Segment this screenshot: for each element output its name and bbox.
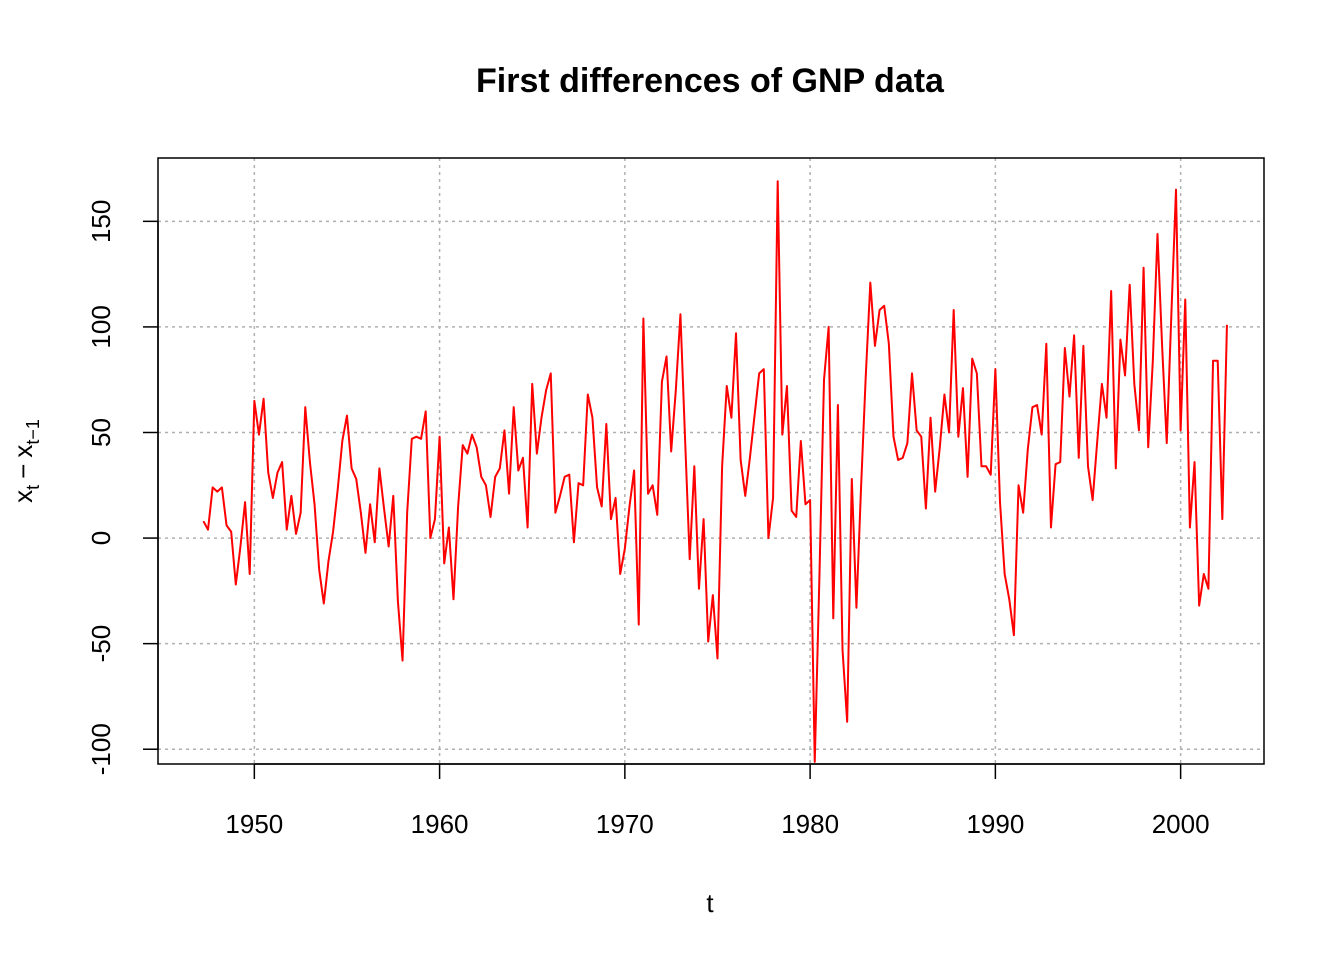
y-tick-label: -50 bbox=[86, 625, 116, 663]
x-tick-label: 2000 bbox=[1152, 809, 1210, 839]
y-tick-label: 0 bbox=[86, 531, 116, 545]
y-axis-label-sub2: t−1 bbox=[23, 419, 43, 445]
x-tick-label: 1970 bbox=[596, 809, 654, 839]
y-axis-label: xt−xt−1 bbox=[8, 419, 43, 503]
y-axis-label-sub1: t bbox=[23, 485, 43, 490]
plot-frame bbox=[157, 157, 1265, 765]
y-axis: -100 -50 0 50 100 150 bbox=[86, 200, 159, 775]
x-tick-label: 1960 bbox=[411, 809, 469, 839]
y-tick-label: 150 bbox=[86, 200, 116, 243]
x-tick-label: 1950 bbox=[225, 809, 283, 839]
chart-title: First differences of GNP data bbox=[476, 62, 945, 100]
y-axis-label-minus: − bbox=[8, 464, 38, 479]
y-axis-label-base2: x bbox=[8, 445, 38, 458]
x-tick-label: 1990 bbox=[966, 809, 1024, 839]
y-axis-label-base: x bbox=[8, 490, 38, 503]
x-axis: 1950 1960 1970 1980 1990 2000 bbox=[225, 763, 1210, 839]
series-layer bbox=[202, 180, 1228, 763]
series-line bbox=[202, 180, 1228, 763]
grid-lines bbox=[158, 158, 1264, 764]
y-tick-label: -100 bbox=[86, 723, 116, 775]
y-tick-label: 100 bbox=[86, 305, 116, 348]
y-tick-label: 50 bbox=[86, 418, 116, 447]
x-tick-label: 1980 bbox=[781, 809, 839, 839]
x-axis-label: t bbox=[706, 888, 714, 918]
